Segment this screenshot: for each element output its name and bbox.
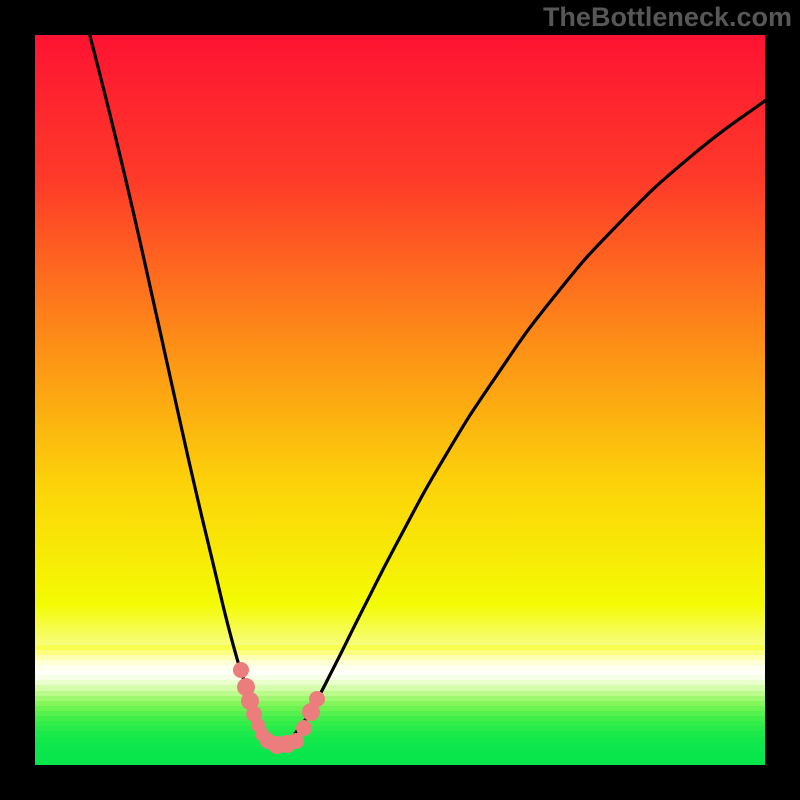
- curve-marker: [296, 720, 312, 736]
- curve-marker: [309, 691, 325, 707]
- watermark-text: TheBottleneck.com: [543, 2, 792, 33]
- curve-marker: [233, 662, 249, 678]
- chart-frame: [35, 35, 765, 765]
- bottleneck-curve: [35, 35, 765, 765]
